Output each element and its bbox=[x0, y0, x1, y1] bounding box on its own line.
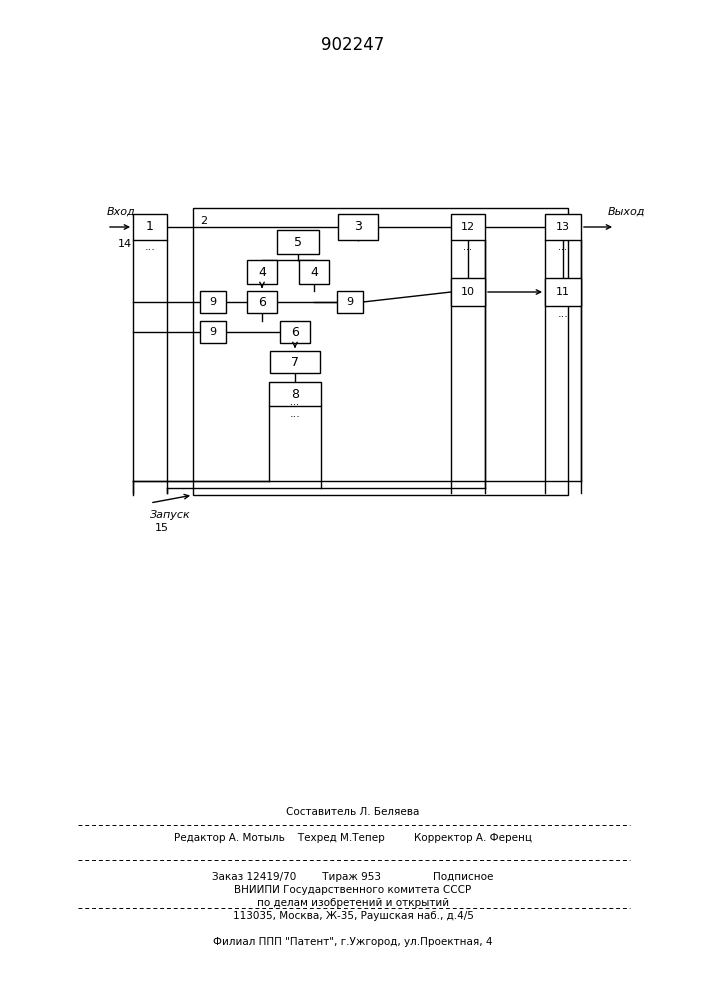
Bar bbox=[193, 208, 568, 495]
Bar bbox=[270, 351, 320, 373]
Text: Вход: Вход bbox=[107, 207, 136, 217]
Bar bbox=[451, 278, 485, 306]
Text: 3: 3 bbox=[354, 221, 362, 233]
Text: 4: 4 bbox=[310, 265, 318, 278]
Text: Выход: Выход bbox=[608, 207, 645, 217]
Text: ...: ... bbox=[558, 309, 568, 319]
Bar bbox=[200, 291, 226, 313]
Text: 8: 8 bbox=[291, 387, 299, 400]
Bar bbox=[247, 260, 277, 284]
Bar bbox=[200, 321, 226, 343]
Bar bbox=[337, 291, 363, 313]
Text: 6: 6 bbox=[291, 326, 299, 338]
Bar bbox=[545, 214, 581, 240]
Text: ...: ... bbox=[290, 409, 300, 419]
Bar bbox=[277, 230, 319, 254]
Text: ...: ... bbox=[464, 242, 472, 252]
Text: по делам изобретений и открытий: по делам изобретений и открытий bbox=[257, 898, 449, 908]
Text: 7: 7 bbox=[291, 356, 299, 368]
Text: 9: 9 bbox=[209, 327, 216, 337]
Text: 1: 1 bbox=[146, 221, 154, 233]
Text: 2: 2 bbox=[200, 216, 207, 226]
Text: ...: ... bbox=[144, 242, 156, 252]
Text: 13: 13 bbox=[556, 222, 570, 232]
Text: 10: 10 bbox=[461, 287, 475, 297]
Text: ВНИИПИ Государственного комитета СССР: ВНИИПИ Государственного комитета СССР bbox=[235, 885, 472, 895]
Bar bbox=[269, 382, 321, 406]
Text: 6: 6 bbox=[258, 296, 266, 308]
Text: 9: 9 bbox=[346, 297, 354, 307]
Text: 4: 4 bbox=[258, 265, 266, 278]
Text: 11: 11 bbox=[556, 287, 570, 297]
Text: 15: 15 bbox=[155, 523, 169, 533]
Bar bbox=[299, 260, 329, 284]
Text: 113035, Москва, Ж-35, Раушская наб., д.4/5: 113035, Москва, Ж-35, Раушская наб., д.4… bbox=[233, 911, 474, 921]
Text: 9: 9 bbox=[209, 297, 216, 307]
Text: ...: ... bbox=[559, 242, 568, 252]
Bar bbox=[133, 214, 167, 240]
Bar bbox=[338, 214, 378, 240]
Text: Запуск: Запуск bbox=[150, 510, 191, 520]
Text: 902247: 902247 bbox=[322, 36, 385, 54]
Text: Заказ 12419/70        Тираж 953                Подписное: Заказ 12419/70 Тираж 953 Подписное bbox=[212, 872, 493, 882]
Text: Редактор А. Мотыль    Техред М.Тепер         Корректор А. Ференц: Редактор А. Мотыль Техред М.Тепер Коррек… bbox=[174, 833, 532, 843]
Bar bbox=[545, 278, 581, 306]
Text: 12: 12 bbox=[461, 222, 475, 232]
Text: ...: ... bbox=[291, 397, 300, 407]
Bar bbox=[451, 214, 485, 240]
Bar bbox=[280, 321, 310, 343]
Text: Составитель Л. Беляева: Составитель Л. Беляева bbox=[286, 807, 420, 817]
Text: 14: 14 bbox=[118, 239, 132, 249]
Text: 5: 5 bbox=[294, 235, 302, 248]
Text: Филиал ППП "Патент", г.Ужгород, ул.Проектная, 4: Филиал ППП "Патент", г.Ужгород, ул.Проек… bbox=[214, 937, 493, 947]
Bar bbox=[247, 291, 277, 313]
